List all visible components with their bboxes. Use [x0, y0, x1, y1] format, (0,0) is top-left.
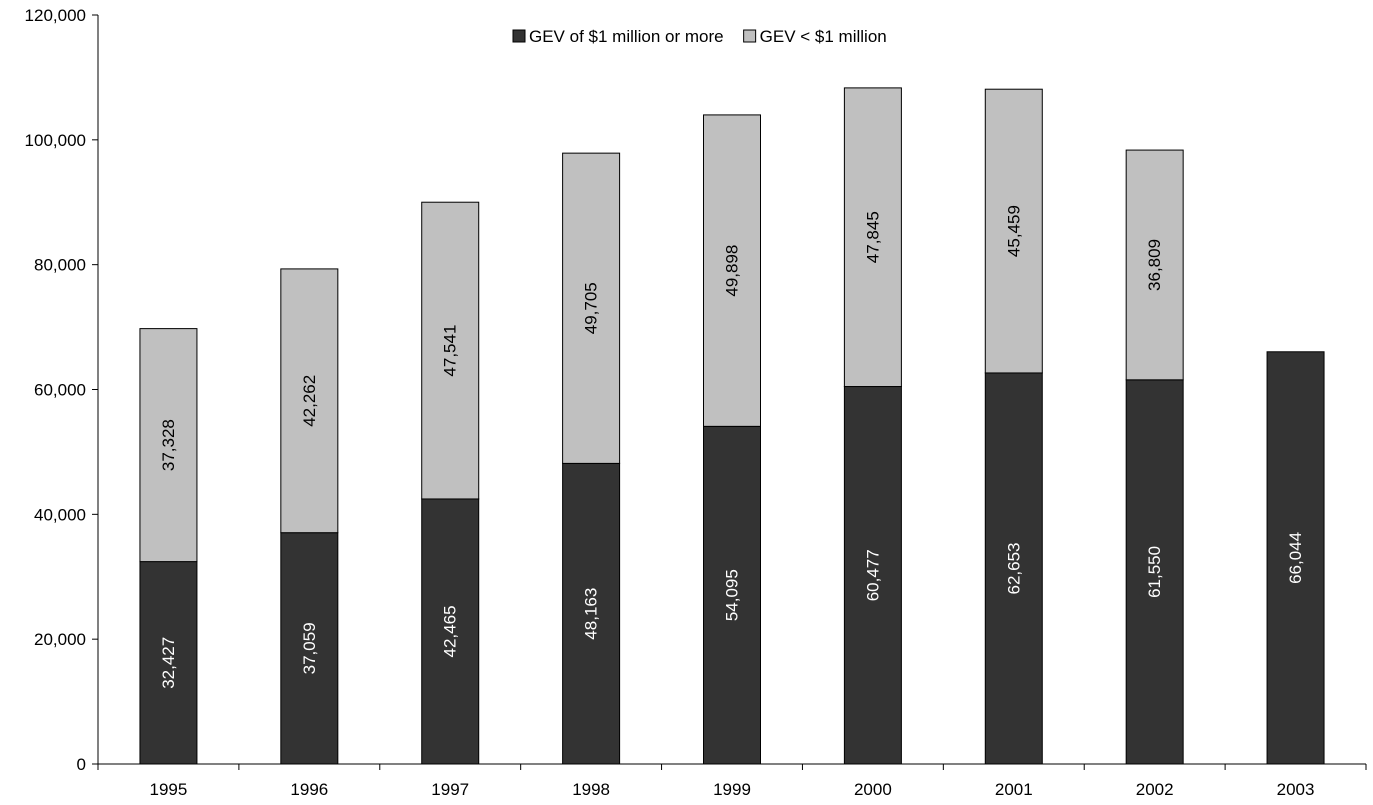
bar-segment-series-1 — [843, 87, 902, 388]
x-tick-label: 2000 — [854, 780, 892, 799]
y-tick-label: 80,000 — [34, 256, 86, 275]
data-label: 61,550 — [1145, 546, 1164, 598]
data-label: 47,845 — [863, 211, 882, 263]
data-label: 49,705 — [582, 282, 601, 334]
legend-label: GEV of $1 million or more — [529, 27, 724, 46]
y-tick-label: 20,000 — [34, 630, 86, 649]
bar-segment-series-0 — [562, 462, 621, 765]
bar-segment-series-1 — [562, 152, 621, 464]
bar-segment-series-1 — [280, 268, 339, 534]
x-tick-label: 1997 — [431, 780, 469, 799]
y-tick-label: 60,000 — [34, 381, 86, 400]
bars-group: 32,427 37,328 37,059 42,262 42,465 47,541 48,1… — [139, 87, 1325, 765]
y-tick-label: 120,000 — [25, 6, 86, 25]
bar-segment-series-0 — [421, 498, 480, 765]
data-label: 47,541 — [441, 325, 460, 377]
y-tick-label: 100,000 — [25, 131, 86, 150]
x-tick-label: 2002 — [1136, 780, 1174, 799]
legend-label: GEV < $1 million — [760, 27, 887, 46]
y-axis: 0 20,000 40,000 60,000 80,000 100,000 120,000 — [25, 6, 99, 774]
data-label: 45,459 — [1004, 205, 1023, 257]
bar-segment-series-1 — [139, 328, 198, 563]
x-axis: 1995 1996 1997 1998 1999 2000 2001 2002 2003 — [97, 763, 1367, 799]
bar-segment-series-1 — [421, 201, 480, 500]
legend-swatch — [512, 29, 526, 43]
data-label: 42,262 — [300, 375, 319, 427]
bar-segment-series-0 — [280, 532, 339, 765]
x-tick-label: 1999 — [713, 780, 751, 799]
x-tick-label: 1998 — [572, 780, 610, 799]
data-label: 36,809 — [1145, 239, 1164, 291]
y-tick-label: 40,000 — [34, 505, 86, 524]
data-label: 49,898 — [723, 245, 742, 297]
data-label: 37,059 — [300, 622, 319, 674]
x-tick-label: 1995 — [150, 780, 188, 799]
bar-segment-series-0 — [1266, 351, 1325, 765]
bar-segment-series-0 — [703, 425, 761, 765]
y-tick-label: 0 — [77, 755, 86, 774]
data-label: 66,044 — [1286, 532, 1305, 584]
data-label: 60,477 — [863, 549, 882, 601]
data-label: 62,653 — [1004, 542, 1023, 594]
bar-segment-series-0 — [843, 386, 902, 765]
data-label: 37,328 — [159, 419, 178, 471]
bar-segment-series-1 — [1125, 149, 1184, 381]
data-label: 48,163 — [582, 588, 601, 640]
bar-segment-series-0 — [984, 372, 1043, 765]
bar-segment-series-1 — [703, 114, 761, 427]
bar-segment-series-1 — [984, 88, 1043, 374]
x-tick-label: 2003 — [1277, 780, 1315, 799]
data-label: 42,465 — [441, 605, 460, 657]
legend-swatch — [743, 29, 757, 43]
legend: GEV of $1 million or more GEV < $1 millio… — [512, 27, 887, 46]
data-label: 32,427 — [159, 637, 178, 689]
data-label: 54,095 — [723, 569, 742, 621]
x-tick-label: 2001 — [995, 780, 1033, 799]
x-tick-label: 1996 — [290, 780, 328, 799]
